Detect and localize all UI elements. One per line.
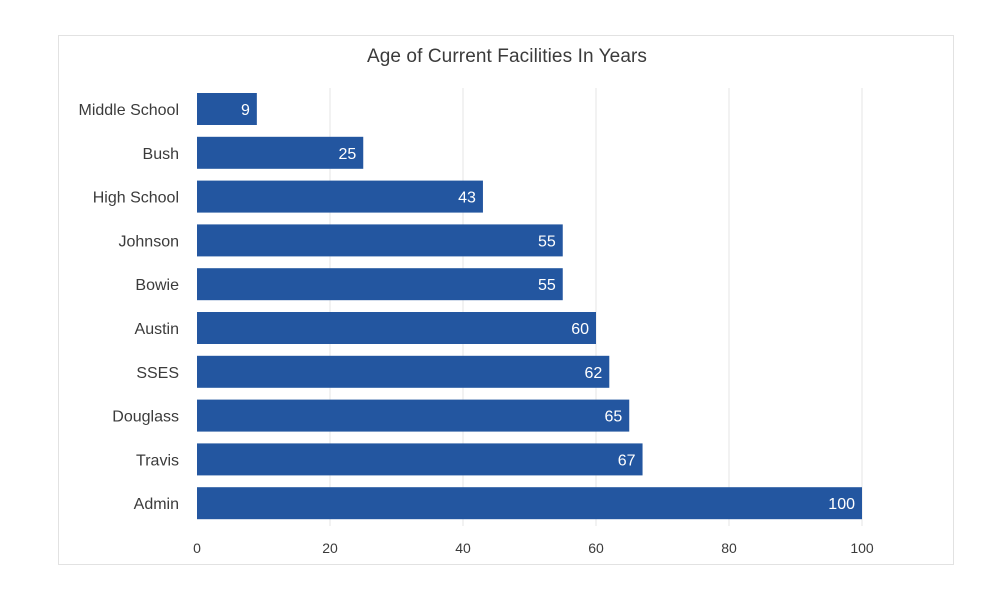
category-label: High School bbox=[93, 190, 179, 207]
category-label: SSES bbox=[136, 365, 179, 382]
x-tick-label: 0 bbox=[193, 540, 201, 556]
x-tick-label: 20 bbox=[322, 540, 338, 556]
data-label: 25 bbox=[338, 146, 356, 163]
bar bbox=[197, 399, 630, 432]
bar bbox=[197, 93, 257, 125]
bar bbox=[197, 443, 643, 476]
data-label: 60 bbox=[571, 321, 589, 338]
category-label: Middle School bbox=[79, 102, 180, 119]
category-label: Admin bbox=[134, 496, 179, 513]
bar bbox=[197, 312, 596, 344]
data-label: 100 bbox=[828, 496, 855, 513]
category-label: Johnson bbox=[119, 233, 180, 250]
bar bbox=[197, 487, 862, 520]
x-tick-label: 80 bbox=[721, 540, 737, 556]
data-label: 65 bbox=[604, 409, 622, 426]
category-label: Austin bbox=[135, 321, 179, 338]
category-label: Douglass bbox=[112, 409, 179, 426]
data-label: 43 bbox=[458, 190, 476, 207]
x-tick-label: 60 bbox=[588, 540, 604, 556]
bar bbox=[197, 136, 364, 169]
x-tick-label: 40 bbox=[455, 540, 471, 556]
data-label: 55 bbox=[538, 277, 556, 294]
category-label: Travis bbox=[136, 452, 179, 469]
data-label: 55 bbox=[538, 233, 556, 250]
category-label: Bowie bbox=[135, 277, 179, 294]
bar bbox=[197, 180, 483, 213]
data-label: 67 bbox=[618, 452, 636, 469]
data-label: 62 bbox=[585, 365, 603, 382]
bar bbox=[197, 268, 563, 301]
chart-title: Age of Current Facilities In Years bbox=[366, 46, 648, 67]
x-tick-label: 100 bbox=[850, 540, 874, 556]
data-label: 9 bbox=[241, 102, 250, 119]
bar bbox=[197, 224, 563, 257]
bar bbox=[197, 355, 610, 388]
category-label: Bush bbox=[143, 146, 179, 163]
